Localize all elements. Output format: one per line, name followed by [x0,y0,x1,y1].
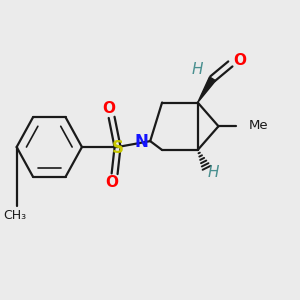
Text: H: H [192,62,203,77]
Polygon shape [198,77,216,103]
Text: N: N [134,133,148,151]
Text: O: O [233,53,246,68]
Text: O: O [105,175,118,190]
Text: H: H [207,165,219,180]
Text: CH₃: CH₃ [4,209,27,222]
Text: O: O [102,101,115,116]
Text: Me: Me [249,119,268,132]
Text: S: S [112,139,124,157]
